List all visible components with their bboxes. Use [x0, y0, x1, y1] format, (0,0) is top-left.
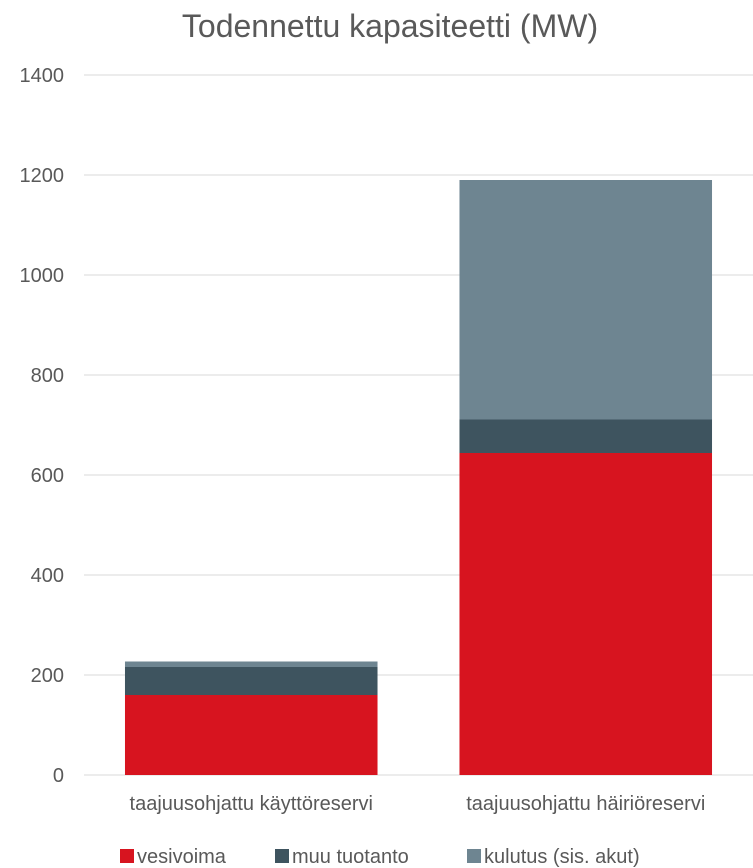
- legend-label: kulutus (sis. akut): [484, 846, 640, 868]
- y-tick-label: 1400: [20, 65, 65, 87]
- y-tick-label: 800: [31, 365, 64, 387]
- x-category-label: taajuusohjattu käyttöreservi: [130, 793, 373, 815]
- y-tick-label: 1000: [20, 265, 65, 287]
- bar-segment: [459, 419, 713, 453]
- y-tick-label: 200: [31, 665, 64, 687]
- legend-swatch: [467, 849, 481, 863]
- y-tick-label: 0: [53, 765, 64, 787]
- x-axis-category-labels: taajuusohjattu käyttöreservi taajuusohjat…: [130, 793, 706, 815]
- y-axis-tick-labels: 0 200 400 600 800 1000 1200 1400: [20, 65, 65, 787]
- x-category-label: taajuusohjattu häiriöreservi: [466, 793, 705, 815]
- bar-segment: [459, 453, 713, 775]
- chart-title: Todennettu kapasiteetti (MW): [182, 8, 598, 44]
- legend-label: muu tuotanto: [292, 846, 409, 868]
- bar-segment: [124, 695, 378, 775]
- bars: [124, 180, 713, 775]
- bar-segment: [124, 667, 378, 695]
- y-tick-label: 1200: [20, 165, 65, 187]
- y-tick-label: 600: [31, 465, 64, 487]
- legend-label: vesivoima: [137, 846, 227, 868]
- legend-swatch: [120, 849, 134, 863]
- bar-segment: [124, 661, 378, 667]
- legend-swatch: [275, 849, 289, 863]
- bar-segment: [459, 180, 713, 420]
- y-tick-label: 400: [31, 565, 64, 587]
- legend: vesivoima muu tuotanto kulutus (sis. akut): [120, 846, 640, 868]
